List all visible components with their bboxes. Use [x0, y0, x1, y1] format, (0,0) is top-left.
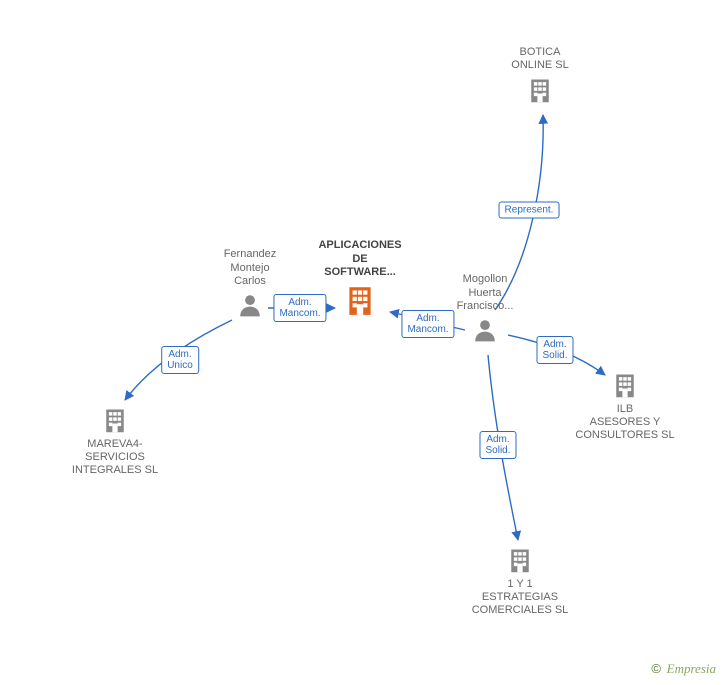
edge-layer [0, 0, 728, 685]
brand-name: Empresia [667, 661, 716, 676]
node-unoyuno[interactable]: 1 Y 1ESTRATEGIASCOMERCIALES SL [460, 546, 580, 618]
edge-label-fernandez-mareva4: Adm.Unico [161, 346, 199, 374]
edge-label-mogollon-unoyuno: Adm.Solid. [479, 431, 516, 459]
building-icon [343, 283, 377, 317]
watermark: © Empresia [651, 661, 716, 677]
node-label: MogollonHuertaFrancisco... [445, 273, 525, 313]
edge-label-mogollon-ilb: Adm.Solid. [536, 336, 573, 364]
node-mareva4[interactable]: MAREVA4-SERVICIOSINTEGRALES SL [60, 406, 170, 478]
person-icon [237, 292, 263, 318]
node-ilb[interactable]: ILBASESORES YCONSULTORES SL [565, 371, 685, 443]
node-mogollon[interactable]: MogollonHuertaFrancisco... [445, 273, 525, 343]
node-label: 1 Y 1ESTRATEGIASCOMERCIALES SL [460, 578, 580, 618]
edge-label-mogollon-central: Adm.Mancom. [401, 310, 454, 338]
copyright-symbol: © [651, 661, 661, 676]
node-botica[interactable]: BOTICAONLINE SL [495, 46, 585, 104]
node-label: BOTICAONLINE SL [495, 46, 585, 72]
node-label: FernandezMontejoCarlos [210, 248, 290, 288]
person-icon [472, 317, 498, 343]
building-icon [506, 546, 534, 574]
node-label: MAREVA4-SERVICIOSINTEGRALES SL [60, 438, 170, 478]
building-icon [611, 371, 639, 399]
building-icon [526, 76, 554, 104]
edge-label-mogollon-botica: Represent. [499, 202, 560, 219]
node-label: APLICACIONESDESOFTWARE... [305, 239, 415, 279]
node-label: ILBASESORES YCONSULTORES SL [565, 403, 685, 443]
building-icon [101, 406, 129, 434]
edge-label-fernandez-central: Adm.Mancom. [273, 294, 326, 322]
